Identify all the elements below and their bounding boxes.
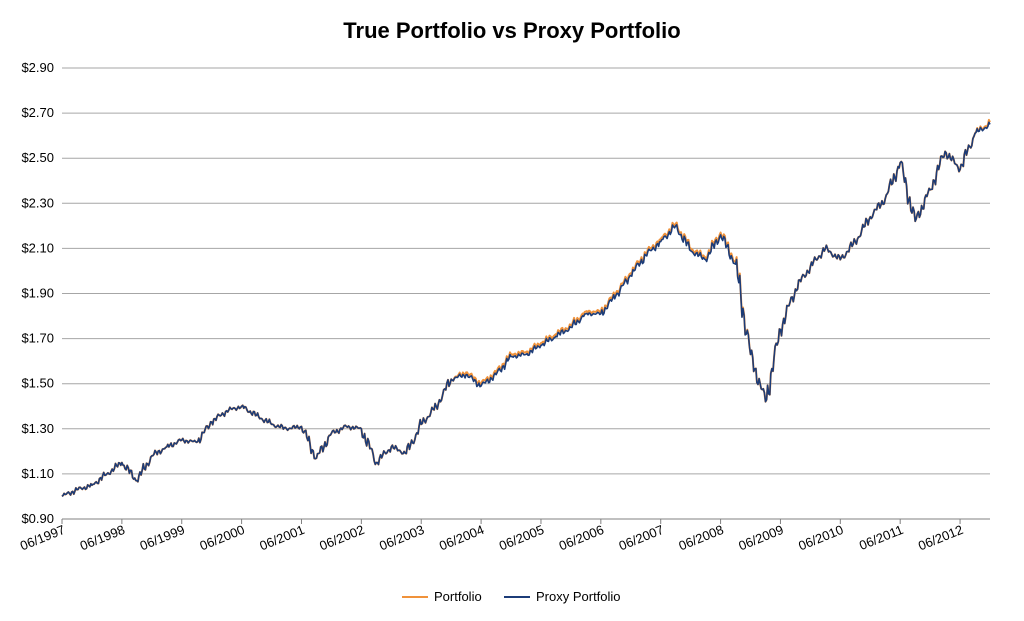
x-tick-label: 06/1999 — [138, 522, 187, 554]
x-axis-tick-labels: 06/1997 06/1998 06/1999 06/2000 06/2001 06/20… — [18, 519, 965, 553]
y-tick-label: $2.30 — [21, 195, 54, 210]
x-tick-label: 06/2012 — [916, 522, 965, 554]
y-axis-tick-labels: $0.90 $1.10 $1.30 $1.50 $1.70 $1.90 $2.10 $2.30… — [21, 60, 54, 526]
x-tick-label: 06/2003 — [377, 522, 426, 554]
gridlines — [62, 67, 990, 520]
x-tick-label: 06/2009 — [736, 522, 785, 554]
y-tick-label: $1.30 — [21, 421, 54, 436]
x-tick-label: 06/2002 — [317, 522, 366, 554]
x-tick-label: 06/2005 — [497, 522, 546, 554]
x-tick-label: 06/2000 — [198, 522, 247, 554]
x-tick-label: 06/1997 — [18, 522, 67, 554]
x-tick-label: 06/2004 — [437, 522, 486, 554]
x-tick-label: 06/1998 — [78, 522, 127, 554]
chart-title: True Portfolio vs Proxy Portfolio — [343, 18, 681, 43]
legend: Portfolio Proxy Portfolio — [402, 589, 621, 604]
y-tick-label: $2.50 — [21, 150, 54, 165]
legend-label-proxy-portfolio: Proxy Portfolio — [536, 589, 621, 604]
y-tick-label: $1.50 — [21, 376, 54, 391]
legend-label-portfolio: Portfolio — [434, 589, 482, 604]
series-line-proxy-portfolio — [61, 121, 991, 497]
x-tick-label: 06/2010 — [796, 522, 845, 554]
y-tick-label: $2.90 — [21, 60, 54, 75]
series-lines — [61, 118, 991, 498]
y-tick-label: $0.90 — [21, 511, 54, 526]
y-tick-label: $1.70 — [21, 331, 54, 346]
y-tick-label: $1.90 — [21, 286, 54, 301]
x-tick-label: 06/2007 — [617, 522, 666, 554]
y-tick-label: $1.10 — [21, 466, 54, 481]
x-tick-label: 06/2008 — [677, 522, 726, 554]
x-tick-label: 06/2011 — [857, 522, 905, 553]
y-tick-label: $2.70 — [21, 105, 54, 120]
x-tick-label: 06/2001 — [257, 522, 306, 554]
x-tick-label: 06/2006 — [557, 522, 606, 554]
y-tick-label: $2.10 — [21, 240, 54, 255]
